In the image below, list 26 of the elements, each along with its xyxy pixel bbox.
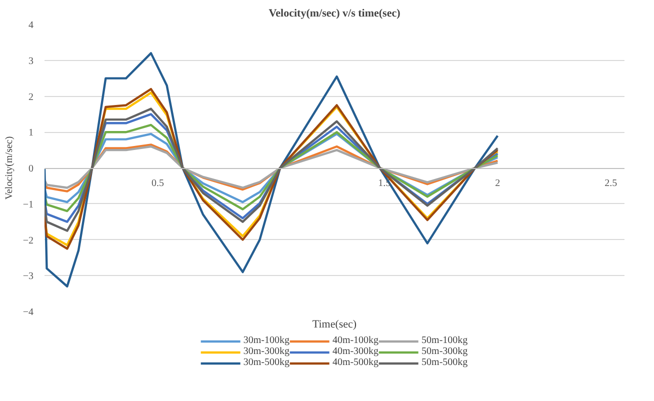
y-tick-label: −4 xyxy=(22,307,34,318)
legend-label: 30m-500kg xyxy=(243,357,290,368)
legend-label: 50m-300kg xyxy=(422,346,468,357)
y-tick-label: −3 xyxy=(22,271,34,282)
y-tick-label: 1 xyxy=(28,128,34,139)
x-tick-label: 2.5 xyxy=(604,178,618,189)
y-tick-label: 3 xyxy=(28,56,34,67)
legend-label: 40m-300kg xyxy=(332,346,379,357)
legend-label: 40m-100kg xyxy=(332,335,379,346)
y-tick-label: 4 xyxy=(28,20,34,31)
y-tick-label: −2 xyxy=(22,235,34,246)
y-tick-label: −1 xyxy=(22,199,34,210)
x-axis-title: Time(sec) xyxy=(312,318,357,330)
line-series xyxy=(44,124,499,212)
legend-label: 50m-100kg xyxy=(422,335,468,346)
y-axis-title: Velocity(m/sec) xyxy=(4,136,15,200)
line-series xyxy=(44,52,499,288)
x-tick-label: 2 xyxy=(495,178,500,189)
chart-title: Velocity(m/sec) v/s time(sec) xyxy=(268,8,401,20)
y-tick-label: 2 xyxy=(28,92,34,103)
legend-label: 40m-500kg xyxy=(332,357,379,368)
legend-label: 30m-100kg xyxy=(243,335,290,346)
legend-label: 30m-300kg xyxy=(243,346,290,357)
legend-label: 50m-500kg xyxy=(422,357,468,368)
y-tick-label: 0 xyxy=(28,164,34,174)
x-tick-label: 0.5 xyxy=(152,178,164,189)
